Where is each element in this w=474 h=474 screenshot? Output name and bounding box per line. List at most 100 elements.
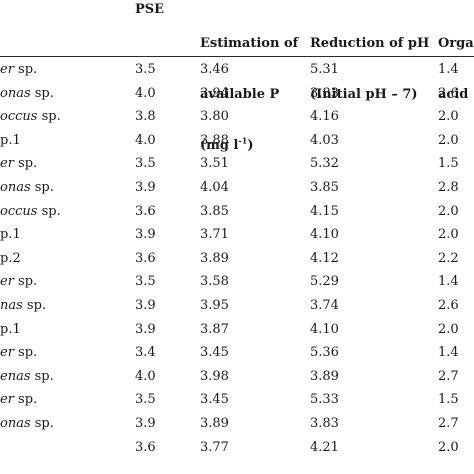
organism-name-italic: er (0, 156, 14, 172)
ph-reduction-value: 5.33 (310, 392, 339, 408)
pse-value: 3.9 (135, 416, 156, 431)
table-row: p.2 3.6 3.89 4.12 2.2 (0, 247, 474, 270)
available-p-value: 3.45 (200, 345, 229, 361)
available-p-value: 4.04 (200, 180, 229, 195)
organism-name-suffix: p.1 (0, 321, 21, 337)
organism-name: occus sp. (0, 105, 120, 128)
organism-name-suffix: sp. (37, 109, 61, 125)
organic-acid-value: 2.0 (438, 439, 459, 455)
ph-reduction-value: 4.10 (310, 321, 339, 337)
organism-name: p.2 (0, 247, 120, 270)
table-row: p.1 4.0 3.88 4.03 2.0 (0, 129, 474, 152)
ph-reduction-value: 4.21 (310, 439, 339, 455)
organism-name-italic: onas (0, 416, 31, 431)
pse-value: 3.4 (135, 345, 156, 361)
organism-name-suffix: p.1 (0, 132, 21, 148)
pse-value: 3.9 (135, 321, 156, 337)
available-p-value: 3.89 (200, 416, 229, 431)
table-row: onas sp. 3.9 4.04 3.85 2.8 (0, 176, 474, 199)
organism-name-italic: nas (0, 298, 23, 313)
table-row: occus sp. 3.6 3.85 4.15 2.0 (0, 200, 474, 223)
organism-name: er sp. (0, 58, 120, 81)
ph-reduction-value: 5.36 (310, 345, 339, 361)
organic-acid-value: 2.0 (438, 227, 459, 243)
ph-reduction-value: 3.83 (310, 85, 339, 101)
organic-acid-value: 2.2 (438, 250, 459, 266)
table-row: 3.6 3.77 4.21 2.0 (0, 436, 474, 459)
ph-reduction-value: 3.85 (310, 180, 339, 195)
table-row: occus sp. 3.8 3.80 4.16 2.0 (0, 105, 474, 128)
pse-value: 3.5 (135, 62, 156, 77)
table-row: p.1 3.9 3.87 4.10 2.0 (0, 318, 474, 341)
organic-acid-value: 1.4 (438, 345, 459, 361)
available-p-value: 3.95 (200, 298, 229, 313)
table-row: onas sp. 4.0 3.94 3.83 2.6 (0, 82, 474, 105)
organism-name-suffix: sp. (22, 298, 47, 313)
header-ph-line1: Reduction of pH (310, 36, 430, 51)
pse-value: 3.9 (135, 180, 156, 195)
available-p-value: 3.85 (200, 203, 229, 219)
table-row: p.1 3.9 3.71 4.10 2.0 (0, 223, 474, 246)
ph-reduction-value: 4.03 (310, 132, 339, 148)
organic-acid-value: 2.0 (438, 109, 459, 125)
organism-name-suffix: sp. (13, 345, 38, 361)
table-row: enas sp. 4.0 3.98 3.89 2.7 (0, 365, 474, 388)
header-available-p-line3: (mg l-1) (200, 135, 254, 153)
organism-name-suffix: p.2 (0, 250, 21, 266)
available-p-value: 3.45 (200, 392, 229, 408)
organism-name-suffix: sp. (13, 62, 38, 77)
ph-reduction-value: 5.29 (310, 274, 339, 290)
organism-name: er sp. (0, 341, 120, 364)
organic-acid-value: 2.6 (438, 85, 459, 101)
header-acid-line2: acid ( (438, 87, 474, 102)
header-available-p: Estimation of available P (mg l-1) (200, 1, 298, 188)
organism-name-italic: er (0, 274, 14, 290)
organism-name-italic: enas (0, 368, 31, 384)
available-p-value: 3.58 (200, 274, 229, 290)
pse-value: 3.9 (135, 227, 156, 243)
organism-name-suffix: p.1 (0, 227, 21, 243)
available-p-value: 3.98 (200, 368, 229, 384)
organism-name: p.1 (0, 318, 120, 341)
organic-acid-value: 2.0 (438, 203, 459, 219)
organic-acid-value: 2.7 (438, 416, 459, 431)
available-p-value: 3.89 (200, 250, 229, 266)
pse-value: 3.5 (135, 274, 156, 290)
organism-name: occus sp. (0, 200, 120, 223)
organism-name: er sp. (0, 270, 120, 293)
pse-value: 3.8 (135, 109, 156, 125)
available-p-value: 3.46 (200, 62, 229, 77)
organism-name-italic: er (0, 62, 14, 77)
organism-name-suffix: sp. (30, 368, 54, 384)
header-ph-line2: (Initial pH – 7) (310, 87, 418, 102)
ph-reduction-value: 4.15 (310, 203, 339, 219)
pse-value: 4.0 (135, 368, 156, 384)
organism-name: onas sp. (0, 176, 120, 199)
pse-value: 3.6 (135, 203, 156, 219)
ph-reduction-value: 4.16 (310, 109, 339, 125)
ph-reduction-value: 4.10 (310, 227, 339, 243)
pse-value: 3.5 (135, 392, 156, 408)
pse-value: 4.0 (135, 85, 156, 101)
organism-name-suffix: sp. (30, 85, 54, 101)
organism-name-suffix: sp. (30, 180, 54, 195)
pse-value: 3.6 (135, 439, 156, 455)
organism-name: enas sp. (0, 365, 120, 388)
available-p-value: 3.80 (200, 109, 229, 125)
organism-name-italic: occus (0, 109, 38, 125)
ph-reduction-value: 3.83 (310, 416, 339, 431)
available-p-value: 3.94 (200, 85, 229, 101)
ph-reduction-value: 4.12 (310, 250, 339, 266)
pse-value: 3.6 (135, 250, 156, 266)
pse-value: 4.0 (135, 132, 156, 148)
organism-name-italic: occus (0, 203, 38, 219)
organism-name-italic: onas (0, 180, 31, 195)
organism-name: p.1 (0, 129, 120, 152)
header-acid-line1: Orga (438, 36, 474, 51)
header-ph-reduction: Reduction of pH (Initial pH – 7) (310, 1, 429, 137)
table-row: nas sp. 3.9 3.95 3.74 2.6 (0, 294, 474, 317)
table-row: er sp. 3.5 3.45 5.33 1.5 (0, 388, 474, 411)
pse-value: 3.9 (135, 298, 156, 313)
organism-name-italic: onas (0, 85, 31, 101)
